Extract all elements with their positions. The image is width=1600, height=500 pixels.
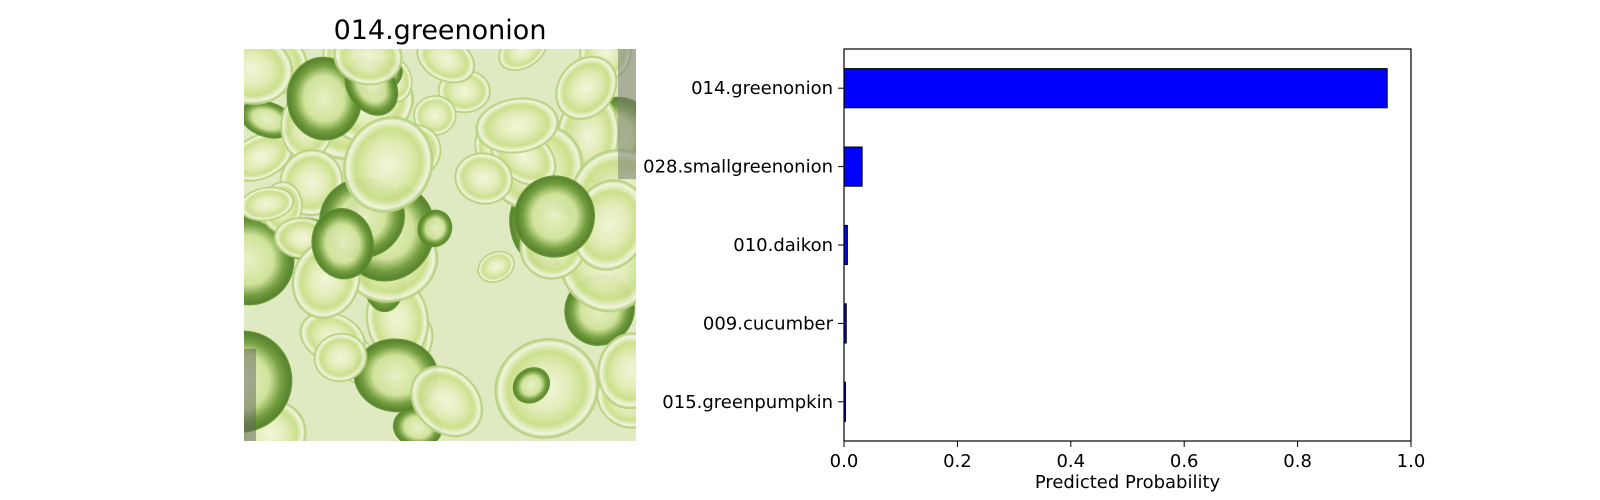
x-tick-label: 0.0 — [830, 451, 859, 472]
x-tick-label: 0.2 — [943, 451, 972, 472]
onion-slice — [311, 208, 374, 280]
onion-slice — [416, 49, 476, 84]
x-tick-label: 1.0 — [1397, 451, 1426, 472]
x-axis-label: Predicted Probability — [1035, 472, 1221, 493]
onion-slice — [597, 332, 636, 410]
onion-slice — [333, 49, 403, 86]
bar — [843, 68, 1388, 109]
onion-slice — [417, 209, 453, 248]
onion-slice — [313, 332, 368, 383]
y-tick-label: 014.greenonion — [691, 78, 833, 99]
onion-slice — [475, 97, 560, 154]
onion-slice — [498, 49, 548, 71]
y-tick-label: 015.greenpumpkin — [662, 392, 833, 413]
y-tick-label: 009.cucumber — [703, 313, 834, 334]
plot-frame — [843, 48, 1412, 442]
onion-slice — [410, 365, 484, 438]
onion-slice — [244, 186, 295, 222]
y-tick-label: 028.smallgreenonion — [643, 157, 833, 178]
x-tick-label: 0.4 — [1056, 451, 1085, 472]
onion-slice — [555, 55, 618, 120]
onion-slice — [454, 152, 514, 205]
image-title: 014.greenonion — [333, 15, 547, 46]
onion-slice — [477, 250, 515, 283]
green-onion-photo — [244, 49, 636, 441]
onion-slice — [343, 116, 434, 213]
y-tick-label: 010.daikon — [733, 235, 833, 256]
bar — [843, 146, 863, 187]
onion-slice — [514, 175, 595, 258]
onion-slice — [244, 330, 293, 433]
x-tick-label: 0.8 — [1283, 451, 1312, 472]
onion-slice — [512, 367, 551, 404]
x-tick-label: 0.6 — [1170, 451, 1199, 472]
